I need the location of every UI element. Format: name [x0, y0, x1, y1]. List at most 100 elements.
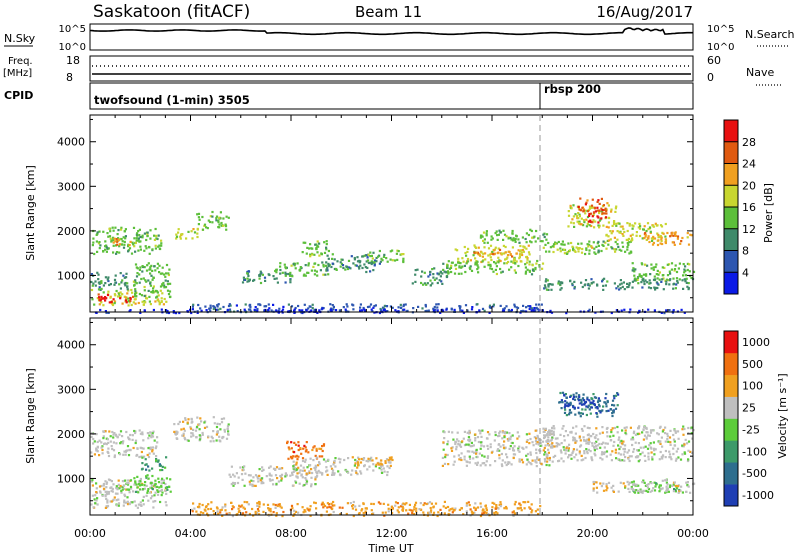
velocity-cell [159, 500, 162, 504]
velocity-cell [489, 446, 492, 449]
power-cell [603, 212, 606, 215]
power-cell [102, 250, 105, 253]
velocity-cell [209, 440, 212, 443]
velocity-cell [577, 399, 580, 402]
power-cell [91, 244, 94, 247]
power-cell [127, 243, 130, 246]
velocity-cell [652, 429, 655, 432]
velocity-cell [158, 486, 161, 489]
velocity-cell [446, 453, 449, 457]
velocity-cell [110, 445, 113, 448]
velocity-cell [193, 507, 196, 510]
power-cell [359, 303, 362, 306]
power-cell [356, 256, 359, 259]
velocity-cell [145, 463, 148, 466]
power-cell [100, 280, 103, 283]
velocity-cell [687, 449, 690, 452]
power-cell [354, 264, 357, 267]
velocity-cell [493, 502, 496, 505]
velocity-cell [568, 454, 571, 457]
power-cell [597, 209, 600, 212]
power-cell [514, 237, 517, 240]
power-cell [442, 262, 445, 265]
velocity-cell [387, 507, 390, 510]
velocity-cell [636, 489, 640, 492]
power-cell [123, 243, 126, 246]
power-cell [598, 219, 601, 222]
velocity-cell [496, 449, 499, 452]
velocity-cell [658, 441, 661, 444]
velocity-cell [252, 476, 255, 479]
velocity-cell [575, 425, 578, 428]
power-cell [209, 304, 212, 307]
power-cell [321, 307, 324, 310]
velocity-cell [107, 451, 110, 454]
velocity-cell [575, 453, 578, 456]
power-cell [325, 248, 328, 251]
velocity-cell [511, 447, 515, 450]
velocity-cell [134, 441, 137, 445]
velocity-cell [126, 496, 129, 499]
power-cell [287, 303, 290, 306]
velocity-cell [318, 462, 321, 465]
velocity-cell [329, 506, 332, 509]
power-cell [433, 278, 436, 281]
velocity-cell [315, 447, 318, 450]
power-cell [498, 229, 501, 232]
power-cell [648, 226, 652, 229]
power-cell [648, 240, 651, 244]
velocity-cell [628, 455, 631, 458]
power-cell [402, 259, 405, 262]
power-cell [121, 240, 124, 243]
velocity-cell [650, 429, 653, 432]
velocity-cell [683, 443, 686, 446]
power-cell [357, 265, 360, 268]
power-cell [654, 286, 657, 289]
velocity-cell [647, 452, 650, 455]
power-cell [535, 262, 538, 265]
velocity-cell [482, 445, 486, 448]
power-cell [115, 251, 119, 254]
cpid-label: CPID [4, 89, 33, 102]
velocity-cell [672, 483, 675, 486]
velocity-cell [598, 432, 602, 435]
power-cell [317, 263, 320, 267]
velocity-cell [559, 449, 562, 452]
velocity-cell [618, 436, 621, 439]
power-cell [507, 260, 510, 264]
velocity-cell [148, 434, 151, 437]
power-cell [541, 262, 545, 265]
velocity-cell [169, 490, 172, 493]
power-cell [111, 303, 115, 307]
velocity-cell [545, 440, 548, 443]
power-cell [495, 272, 498, 276]
velocity-cell [243, 507, 246, 510]
velocity-cell [111, 487, 114, 491]
velocity-cell [115, 485, 118, 488]
power-cell [139, 311, 142, 314]
power-cell [508, 268, 511, 271]
velocity-cell [569, 431, 572, 434]
power-cell [665, 309, 668, 312]
velocity-cell [210, 501, 213, 504]
power-cell [258, 274, 262, 277]
velocity-cell [636, 456, 639, 459]
velocity-cell [471, 444, 474, 448]
power-cell [664, 222, 667, 226]
velocity-cell [184, 438, 187, 441]
power-cell [396, 249, 399, 252]
power-cell [126, 288, 129, 291]
power-cell [391, 306, 394, 309]
velocity-cell [256, 477, 259, 480]
power-cell [151, 248, 154, 251]
velocity-cell [136, 506, 139, 509]
velocity-cell [605, 392, 608, 396]
power-cell [660, 238, 663, 241]
power-cell [592, 219, 595, 222]
power-cell [256, 309, 259, 312]
power-cell [154, 247, 157, 250]
velocity-cell [660, 436, 663, 439]
velocity-cell [622, 447, 625, 451]
velocity-cell [661, 479, 664, 482]
power-cell [598, 224, 601, 227]
